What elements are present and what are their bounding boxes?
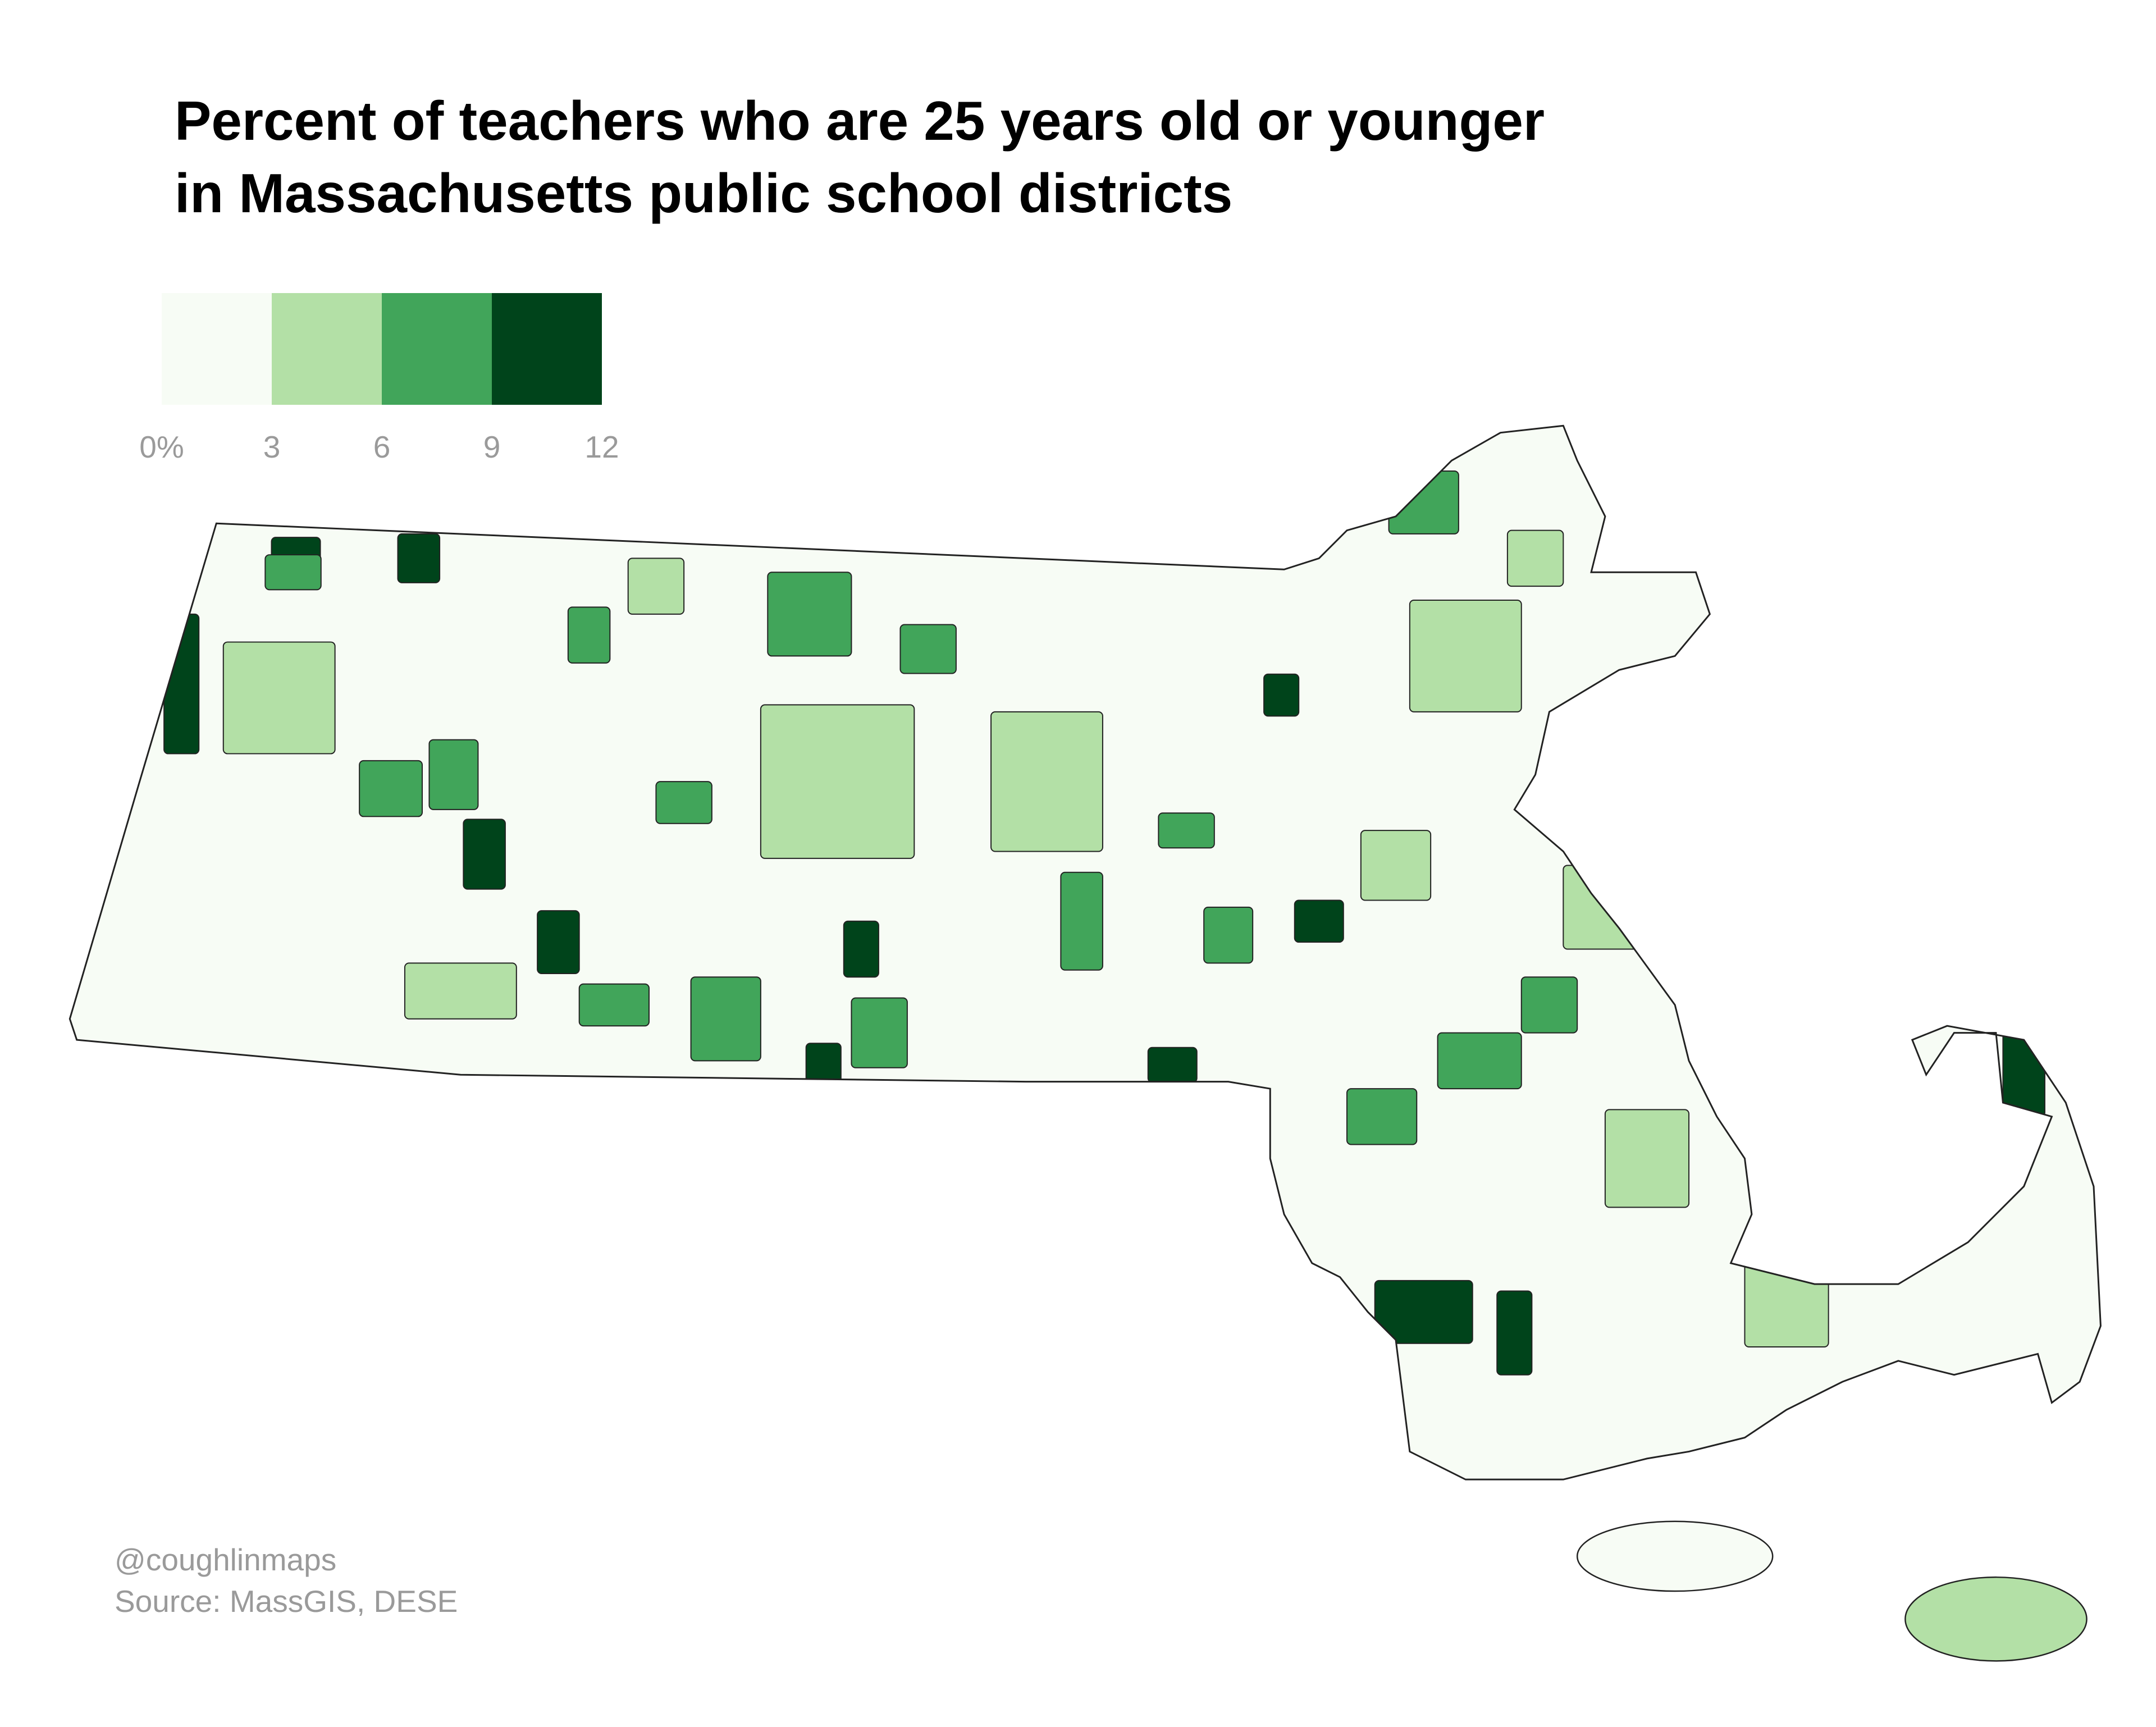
district bbox=[1604, 1109, 1690, 1208]
legend-swatch bbox=[492, 293, 602, 405]
district bbox=[537, 910, 580, 974]
legend-tick-label: 3 bbox=[263, 430, 281, 464]
district bbox=[1147, 1047, 1198, 1083]
district bbox=[222, 641, 336, 755]
districts bbox=[163, 470, 2045, 1376]
district bbox=[1374, 1280, 1473, 1344]
legend-swatch bbox=[382, 293, 492, 405]
title-line: Percent of teachers who are 25 years old… bbox=[175, 90, 1545, 152]
district bbox=[1563, 865, 1648, 950]
legend-swatch bbox=[162, 293, 272, 405]
district bbox=[1506, 529, 1564, 587]
legend-tick-label: 12 bbox=[584, 430, 619, 464]
district bbox=[627, 558, 685, 615]
map bbox=[68, 424, 2102, 1662]
district bbox=[690, 976, 761, 1062]
title-line: in Massachusetts public school districts bbox=[175, 162, 1232, 224]
district bbox=[404, 962, 517, 1020]
legend-tick-label: 6 bbox=[373, 430, 391, 464]
district bbox=[397, 533, 441, 583]
source: Source: MassGIS, DESE bbox=[115, 1584, 458, 1619]
district bbox=[1294, 899, 1344, 943]
district bbox=[264, 554, 322, 591]
district bbox=[805, 1043, 842, 1093]
district bbox=[655, 781, 712, 824]
district bbox=[767, 572, 852, 657]
district bbox=[1520, 976, 1578, 1034]
district bbox=[760, 704, 915, 859]
district bbox=[843, 920, 879, 978]
district bbox=[1496, 1290, 1533, 1376]
district bbox=[1409, 599, 1522, 712]
island bbox=[1576, 1520, 1774, 1592]
legend-tick-label: 0% bbox=[139, 430, 184, 464]
island bbox=[1904, 1576, 2088, 1662]
district bbox=[1437, 1032, 1522, 1090]
district bbox=[567, 606, 611, 664]
district bbox=[1360, 830, 1432, 901]
district bbox=[899, 624, 957, 674]
legend-swatch bbox=[272, 293, 382, 405]
district bbox=[428, 739, 479, 810]
district bbox=[1203, 906, 1254, 964]
credit: @coughlinmaps bbox=[115, 1542, 336, 1577]
district bbox=[1263, 673, 1300, 717]
district bbox=[463, 819, 506, 890]
district bbox=[1158, 812, 1215, 849]
district bbox=[1346, 1088, 1418, 1145]
district bbox=[359, 760, 423, 817]
district bbox=[1744, 1248, 1829, 1347]
district bbox=[1060, 871, 1103, 971]
district bbox=[1388, 470, 1459, 534]
district bbox=[578, 983, 650, 1027]
legend-tick-label: 9 bbox=[483, 430, 501, 464]
district bbox=[851, 997, 908, 1068]
legend: 0% 3 6 9 12 bbox=[139, 293, 619, 464]
district bbox=[990, 711, 1103, 852]
